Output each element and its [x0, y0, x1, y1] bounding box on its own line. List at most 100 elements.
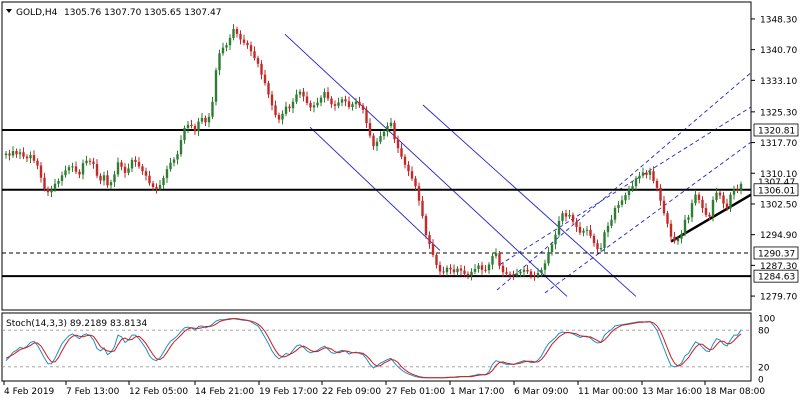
candle-body — [470, 271, 473, 276]
candle-body — [190, 124, 193, 126]
candle-body — [134, 159, 137, 162]
candle-body — [701, 199, 704, 208]
price-tick-label: 1348.30 — [760, 15, 797, 25]
descending-channel-line[interactable] — [284, 33, 568, 297]
candle-body — [186, 124, 190, 129]
candle-body — [29, 155, 32, 159]
candle-body — [550, 244, 554, 253]
candle-body — [375, 141, 379, 147]
candle-body — [277, 115, 281, 120]
candle-body — [473, 269, 477, 272]
candle-body — [256, 58, 260, 64]
ascending-channel-line[interactable] — [496, 72, 752, 291]
candle-body — [260, 63, 263, 75]
candle-body — [281, 113, 284, 120]
time-tick-label: 14 Feb 21:00 — [195, 387, 254, 397]
candle-body — [438, 264, 442, 272]
candle-body — [141, 166, 144, 172]
candle-body — [634, 178, 638, 187]
candle-body — [344, 99, 347, 102]
candle-body — [449, 267, 452, 270]
candle-body — [620, 200, 624, 205]
candle-body — [43, 177, 46, 190]
candle-body — [246, 42, 249, 46]
horizontal-levels[interactable] — [2, 128, 751, 278]
candle-body — [46, 189, 50, 193]
ascending-channel-line[interactable] — [544, 141, 752, 294]
candle-body — [218, 53, 221, 71]
candle-body — [347, 101, 351, 107]
candle-body — [442, 271, 445, 273]
candle-body — [148, 175, 151, 184]
dropdown-arrow-icon[interactable] — [6, 9, 12, 13]
candle-body — [57, 180, 60, 184]
candle-body — [393, 122, 396, 140]
level-label-box — [753, 269, 799, 283]
level-label-box — [753, 246, 799, 260]
candle-body — [561, 213, 564, 221]
price-pane-frame — [1, 1, 752, 311]
candle-body — [295, 94, 298, 102]
candle-body — [109, 182, 113, 186]
time-tick-label: 22 Feb 09:00 — [322, 387, 381, 397]
stochastic-oscillator: 100 80 20 0 — [2, 315, 775, 386]
candle-body — [585, 229, 589, 231]
candle-body — [669, 223, 673, 237]
candle-body — [638, 175, 641, 179]
candle-body — [284, 106, 288, 114]
candle-body — [22, 152, 25, 157]
candle-body — [645, 172, 648, 175]
stoch-tick-label: 80 — [758, 327, 770, 337]
stoch-label: Stoch(14,3,3) 89.2189 83.8134 — [6, 319, 147, 329]
candle-body — [305, 96, 309, 103]
candle-body — [627, 189, 631, 196]
candle-body — [193, 125, 197, 132]
candle-body — [599, 247, 603, 250]
ascending-channel-line[interactable] — [499, 106, 752, 265]
candle-body — [459, 268, 463, 271]
candle-body — [242, 39, 246, 43]
candle-body — [557, 220, 561, 235]
candle-body — [288, 106, 291, 109]
candle-body — [431, 243, 435, 255]
candle-body — [120, 162, 123, 167]
candle-body — [4, 153, 8, 156]
candle-body — [519, 271, 522, 274]
candle-body — [183, 128, 186, 141]
candle-body — [151, 183, 155, 187]
channel-lines[interactable] — [284, 33, 752, 297]
candle-body — [158, 184, 162, 189]
candle-body — [683, 219, 687, 234]
candle-body — [228, 37, 232, 46]
candle-body — [316, 102, 319, 106]
candle-body — [596, 243, 599, 250]
time-tick-label: 12 Feb 05:00 — [129, 387, 188, 397]
candle-body — [480, 265, 484, 270]
time-tick-label: 18 Mar 08:00 — [705, 387, 765, 397]
candle-body — [211, 101, 214, 117]
candle-body — [533, 275, 536, 277]
candle-body — [659, 187, 662, 201]
price-tick-label: 1340.70 — [760, 46, 797, 56]
candle-body — [452, 269, 456, 273]
candle-body — [197, 121, 200, 132]
support-trendline[interactable] — [670, 193, 752, 243]
candle-body — [130, 159, 134, 169]
candle-body — [379, 136, 382, 142]
candle-body — [239, 33, 242, 40]
candle-body — [67, 167, 71, 171]
time-tick-label: 13 Mar 16:00 — [642, 387, 702, 397]
candle-body — [116, 162, 120, 175]
candle-body — [172, 159, 176, 163]
candle-body — [410, 171, 414, 179]
candle-body — [571, 214, 575, 222]
descending-channel-line[interactable] — [422, 104, 637, 297]
candle-body — [106, 175, 109, 186]
candle-body — [78, 171, 81, 175]
stoch-pane-frame — [1, 312, 752, 382]
candle-body — [624, 195, 627, 201]
candle-body — [382, 131, 386, 137]
candle-body — [718, 192, 722, 196]
candle-body — [85, 160, 88, 164]
